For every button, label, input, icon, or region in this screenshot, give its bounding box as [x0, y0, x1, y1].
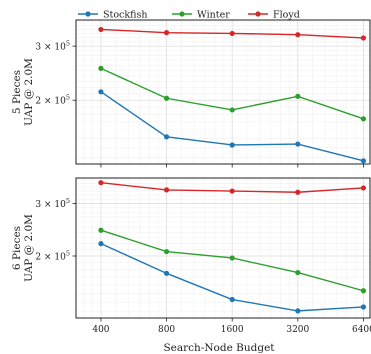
data-point-floyd: [98, 180, 104, 186]
data-point-stockfish: [360, 158, 367, 164]
y-tick-label: 2 × 105: [35, 94, 70, 107]
data-point-stockfish: [163, 134, 170, 140]
legend: Stockfish Winter Floyd: [78, 10, 300, 21]
data-point-stockfish: [229, 142, 235, 148]
plot-frame: [75, 177, 371, 319]
data-point-floyd: [163, 187, 170, 193]
data-point-floyd: [295, 189, 301, 195]
data-point-stockfish: [98, 241, 104, 247]
data-point-winter: [295, 93, 301, 99]
data-point-floyd: [360, 35, 367, 41]
x-tick-label: 3200: [286, 325, 309, 335]
data-point-floyd: [229, 188, 235, 194]
x-tick-label: 6400: [352, 325, 371, 335]
data-point-stockfish: [163, 270, 170, 276]
data-point-floyd: [229, 30, 235, 37]
data-point-stockfish: [98, 89, 104, 95]
legend-label-stockfish: Stockfish: [103, 10, 147, 21]
plot-frame: [75, 19, 371, 165]
legend-marker-winter: [179, 11, 185, 17]
data-point-stockfish: [295, 141, 301, 147]
data-point-floyd: [163, 30, 170, 36]
y-tick-label: 2 × 105: [35, 250, 70, 263]
y-tick-label: 3 × 105: [35, 40, 70, 53]
data-point-winter: [163, 95, 170, 101]
data-point-winter: [360, 116, 367, 122]
y-axis-title: 6 PiecesUAP @ 2.0M: [11, 214, 35, 282]
data-point-floyd: [360, 185, 367, 191]
x-axis-title: Search-Node Budget: [163, 342, 275, 354]
data-point-winter: [229, 107, 235, 113]
data-point-stockfish: [360, 304, 367, 310]
data-point-floyd: [295, 32, 301, 38]
data-point-winter: [163, 248, 170, 255]
legend-label-floyd: Floyd: [273, 10, 300, 21]
x-tick-label: 1600: [221, 325, 244, 335]
data-point-winter: [98, 227, 104, 233]
data-point-floyd: [98, 26, 104, 33]
data-point-winter: [98, 65, 104, 71]
data-point-stockfish: [229, 296, 235, 303]
data-point-winter: [229, 255, 235, 261]
legend-label-winter: Winter: [197, 10, 230, 21]
data-point-winter: [360, 288, 367, 294]
y-tick-label: 3 × 105: [35, 197, 70, 210]
data-point-stockfish: [295, 308, 301, 314]
legend-marker-stockfish: [85, 11, 91, 17]
data-point-winter: [295, 269, 301, 276]
y-axis-title: 5 PiecesUAP @ 2.0M: [11, 58, 35, 126]
x-tick-label: 400: [92, 325, 109, 335]
x-tick-label: 800: [158, 325, 175, 335]
legend-marker-floyd: [255, 11, 261, 17]
